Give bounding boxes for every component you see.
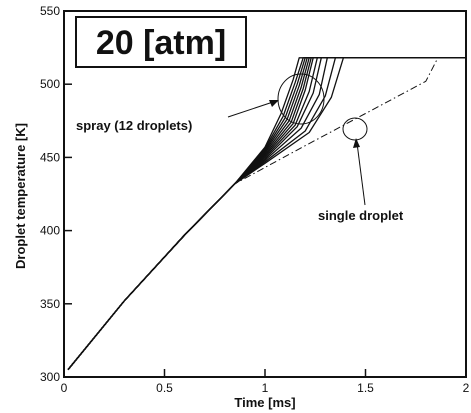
x-axis-title: Time [ms]: [234, 395, 295, 410]
y-tick-label: 550: [40, 4, 60, 18]
title-box: [75, 16, 247, 68]
spray-droplet-series-line-11: [67, 57, 466, 371]
spray-annotation-label: spray (12 droplets): [76, 118, 192, 133]
ticks-layer: 0 0.5 1 1.5 2 300 350 400 450 500 550: [40, 4, 470, 395]
y-tick-label: 450: [40, 150, 60, 164]
y-tick-label: 300: [40, 370, 60, 384]
x-tick-label: 1: [262, 381, 269, 395]
y-tick-label: 350: [40, 297, 60, 311]
x-tick-label: 2: [463, 381, 470, 395]
y-tick-label: 500: [40, 77, 60, 91]
single-droplet-annotation-label: single droplet: [318, 208, 404, 223]
spray-droplet-series-line-3: [67, 57, 466, 371]
spray-droplet-series-line-8: [67, 57, 466, 371]
spray-droplet-series-line-2: [67, 57, 466, 371]
single-droplet-annotation-arrow: [356, 142, 366, 206]
spray-annotation-arrow: [227, 100, 277, 118]
single-droplet-highlight-circle: [342, 117, 368, 141]
spray-droplet-series-line-6: [67, 57, 466, 371]
series-layer: [67, 57, 466, 371]
y-axis-title: Droplet temperature [K]: [13, 123, 28, 269]
x-tick-label: 1.5: [357, 381, 374, 395]
single-droplet-series-line: [67, 57, 466, 371]
spray-highlight-circle: [277, 73, 325, 125]
spray-droplet-series-line-12: [67, 57, 466, 371]
x-tick-label: 0.5: [156, 381, 173, 395]
spray-droplet-series-line-10: [67, 57, 466, 371]
spray-droplet-series-line-7: [67, 57, 466, 371]
spray-droplet-series-line-1: [67, 57, 466, 371]
x-tick-label: 0: [61, 381, 68, 395]
single-droplet-arrowhead: [353, 138, 360, 148]
y-tick-label: 400: [40, 224, 60, 238]
chart-title: 20 [atm]: [96, 24, 226, 62]
spray-droplet-series-line-5: [67, 57, 466, 371]
spray-droplet-series-line-4: [67, 57, 466, 371]
spray-arrowhead: [269, 100, 279, 107]
spray-droplet-series-line-9: [67, 57, 466, 371]
